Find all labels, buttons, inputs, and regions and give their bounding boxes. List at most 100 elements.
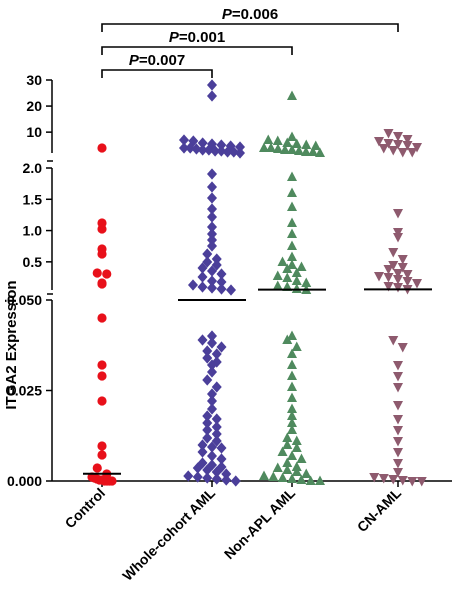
non-apl-aml-point	[315, 147, 325, 157]
y-tick-label: 2.0	[23, 160, 43, 176]
cn-aml-point	[388, 146, 399, 156]
non-apl-aml-point	[282, 137, 293, 147]
whole-cohort-aml-point	[211, 466, 222, 478]
cn-aml-point	[402, 270, 413, 280]
whole-cohort-aml-point	[202, 472, 213, 484]
whole-cohort-aml-point	[211, 348, 222, 360]
non-apl-aml-point	[287, 370, 297, 380]
whole-cohort-aml-point	[192, 471, 203, 483]
cn-aml-point	[416, 477, 427, 487]
non-apl-aml-point	[287, 240, 297, 250]
non-apl-aml-point	[291, 442, 302, 452]
non-apl-aml-point	[287, 90, 297, 100]
cn-aml-point	[393, 437, 403, 447]
non-apl-aml-point	[272, 135, 283, 145]
whole-cohort-aml-point	[216, 268, 227, 280]
non-apl-aml-point	[272, 270, 283, 280]
whole-cohort-aml-point	[207, 403, 217, 415]
whole-cohort-aml-point	[235, 141, 245, 153]
significance-bracket	[101, 46, 293, 55]
cn-aml-point	[388, 336, 399, 346]
non-apl-aml-point	[287, 410, 297, 420]
cn-aml-point	[397, 476, 408, 486]
non-apl-aml-point	[291, 435, 302, 445]
whole-cohort-aml-point	[197, 439, 208, 451]
control-point	[97, 371, 107, 381]
non-apl-aml-point	[287, 251, 297, 261]
p-value-label: P=0.001	[169, 29, 225, 46]
cn-aml-point	[383, 139, 394, 149]
non-apl-aml-point	[291, 267, 302, 277]
cn-aml-point	[374, 137, 384, 147]
cn-aml-point	[397, 148, 408, 158]
y-tick-label: 20	[26, 98, 42, 114]
whole-cohort-aml-point	[207, 211, 217, 223]
cn-aml-point	[393, 372, 403, 382]
whole-cohort-aml-point	[207, 330, 217, 342]
whole-cohort-aml-point	[202, 374, 213, 386]
whole-cohort-aml-point	[207, 240, 217, 252]
non-apl-aml-point	[287, 171, 297, 181]
whole-cohort-aml-point	[210, 145, 221, 157]
non-apl-aml-point	[282, 464, 293, 474]
non-apl-aml-point	[287, 450, 297, 460]
cn-aml-point	[393, 132, 403, 142]
control-point	[97, 143, 107, 153]
whole-cohort-aml-point	[207, 450, 217, 462]
whole-cohort-aml-point	[202, 345, 213, 357]
data-points	[87, 79, 427, 487]
whole-cohort-aml-point	[207, 90, 217, 102]
non-apl-aml-point	[287, 228, 297, 238]
non-apl-aml-point	[308, 146, 318, 156]
whole-cohort-aml-point	[207, 181, 217, 193]
whole-cohort-aml-point	[202, 432, 213, 444]
whole-cohort-aml-point	[216, 453, 227, 465]
p-value-label: P=0.007	[129, 52, 185, 69]
whole-cohort-aml-point	[207, 275, 217, 287]
cn-aml-point	[388, 475, 399, 485]
cn-aml-point	[393, 415, 403, 425]
y-tick-label: 1.5	[23, 191, 43, 207]
cn-aml-point	[388, 248, 399, 258]
cn-aml-point	[383, 273, 394, 283]
non-apl-aml-point	[259, 470, 269, 480]
whole-cohort-aml-point	[202, 248, 213, 260]
non-apl-aml-point	[282, 334, 293, 344]
whole-cohort-aml-point	[179, 142, 189, 154]
whole-cohort-aml-point	[207, 168, 217, 180]
non-apl-aml-point	[287, 424, 297, 434]
cn-aml-point	[397, 255, 408, 265]
whole-cohort-aml-point	[235, 147, 245, 159]
control-point	[92, 268, 102, 278]
whole-cohort-aml-point	[228, 146, 239, 158]
non-apl-aml-point	[287, 144, 297, 154]
non-apl-aml-point	[287, 392, 297, 402]
whole-cohort-aml-point	[202, 464, 213, 476]
non-apl-aml-point	[296, 474, 307, 484]
non-apl-aml-point	[291, 466, 302, 476]
non-apl-aml-point	[296, 453, 307, 463]
whole-cohort-aml-point	[207, 79, 217, 91]
whole-cohort-aml-point	[226, 284, 236, 296]
cn-aml-point	[402, 135, 413, 145]
control-point	[97, 450, 107, 460]
whole-cohort-aml-point	[197, 271, 208, 283]
non-apl-aml-point	[291, 341, 302, 351]
non-apl-aml-point	[277, 472, 288, 482]
whole-cohort-aml-point	[211, 253, 222, 265]
control-point	[92, 463, 102, 473]
cn-aml-point	[393, 228, 403, 238]
y-tick-label: 10	[26, 124, 42, 140]
non-apl-aml-point	[263, 134, 274, 144]
whole-cohort-aml-point	[207, 441, 217, 453]
control-point	[97, 279, 107, 289]
y-tick-label: 1.0	[23, 223, 43, 239]
non-apl-aml-point	[287, 348, 297, 358]
non-apl-aml-point	[287, 201, 297, 211]
cn-aml-point	[402, 141, 413, 151]
cn-aml-point	[393, 275, 403, 285]
whole-cohort-aml-point	[216, 139, 227, 151]
whole-cohort-aml-point	[211, 435, 222, 447]
non-apl-aml-point	[272, 280, 283, 290]
whole-cohort-aml-point	[207, 228, 217, 240]
